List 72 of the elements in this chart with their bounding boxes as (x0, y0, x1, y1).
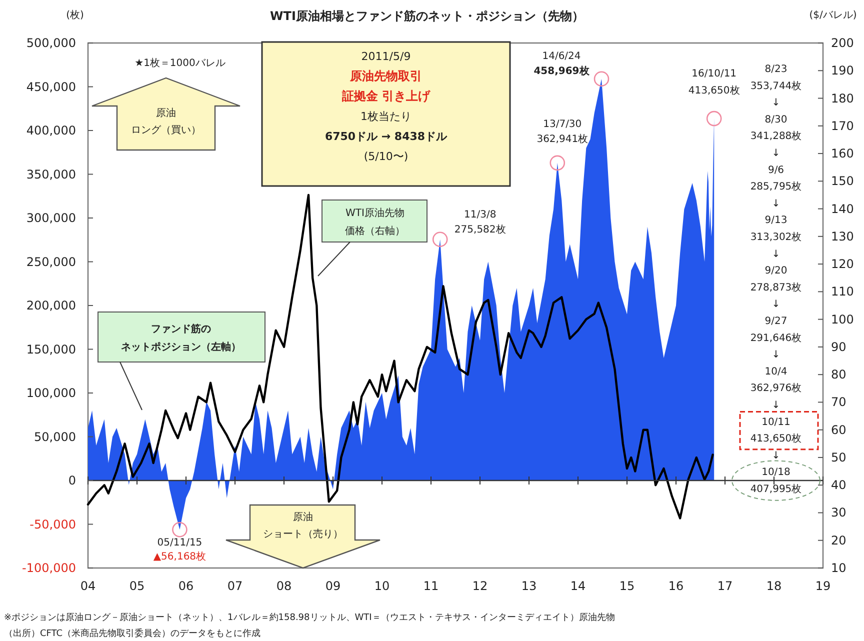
annotation: 証拠金 引き上げ (340, 89, 432, 103)
y2-tick-label: 20 (831, 533, 846, 548)
y2-tick-label: 150 (831, 174, 854, 188)
y-tick-label: 450,000 (26, 80, 76, 94)
y-tick-label: -50,000 (30, 517, 76, 532)
x-tick-label: 18 (766, 579, 782, 593)
line-series (86, 194, 714, 520)
y2-tick-label: 130 (831, 229, 854, 244)
annotation: 1枚当たり (360, 110, 412, 123)
y2-tick-label: 90 (831, 340, 846, 354)
x-tick-label: 09 (325, 579, 341, 593)
text: ※ポジションは原油ロング－原油ショート（ネット）、1バレル＝約158.98リットル、WTI＝（ウエスト・テキサス・インターミディエイト）原油先物 (4, 612, 615, 623)
y2-tick-label: 60 (831, 422, 846, 437)
y-tick-label: 100,000 (26, 386, 76, 400)
x-tick-label: 17 (717, 579, 733, 593)
x-tick-label: 06 (178, 579, 194, 593)
x-tick-label: 14 (570, 579, 586, 593)
y2-axis-title: ($/バレル) (809, 10, 857, 21)
annotation: 14/6/24 458,969枚 (534, 50, 590, 77)
annotation: ファンド筋のネットポジション（左軸） (121, 323, 241, 353)
y-tick-label: -100,000 (22, 561, 76, 575)
y-tick-label: 150,000 (26, 342, 76, 356)
annotation: 原油ロング（買い） (131, 107, 201, 136)
y2-tick-label: 80 (831, 368, 846, 382)
y2-tick-label: 120 (831, 257, 854, 272)
y2-tick-label: 50 (831, 450, 846, 464)
chart-title: WTI原油相場とファンド筋のネット・ポジション（先物） (270, 9, 584, 23)
annotation: 原油ショート（売り） (263, 511, 343, 540)
annotation: 2011/5/9 (361, 50, 411, 63)
x-tick-label: 15 (619, 579, 635, 593)
y-tick-label: 250,000 (26, 254, 76, 269)
y-tick-label: 500,000 (26, 36, 76, 50)
y2-tick-label: 160 (831, 146, 854, 161)
x-tick-label: 19 (815, 579, 831, 593)
y2-tick-label: 40 (831, 478, 846, 492)
y2-tick-label: 190 (831, 64, 854, 78)
y-axis-title: (枚) (66, 9, 84, 21)
x-tick-label: 11 (423, 579, 439, 593)
annotation: ★1枚＝1000バレル (134, 57, 226, 69)
y2-tick-label: 30 (831, 506, 846, 520)
y-tick-label: 200,000 (26, 298, 76, 312)
annotation: (5/10〜) (364, 150, 408, 163)
x-tick-label: 07 (227, 579, 243, 593)
y2-tick-label: 100 (831, 312, 854, 326)
annotation: 05/11/15 ▲56,168枚 (153, 538, 206, 563)
y2-tick-label: 200 (831, 36, 854, 50)
annotation: 原油先物取引 (349, 69, 422, 83)
x-tick-label: 08 (276, 579, 292, 593)
y2-tick-label: 70 (831, 395, 846, 410)
annotation: WTI原油先物価格（右軸） (345, 207, 405, 237)
x-tick-label: 16 (668, 579, 684, 593)
y2-tick-label: 170 (831, 118, 854, 133)
y-tick-label: 50,000 (34, 430, 76, 444)
annotation: 13/7/30 362,941枚 (536, 118, 588, 145)
y2-tick-label: 110 (831, 284, 854, 299)
text: 8/23 353,744枚 ↓ 8/30 341,288枚 ↓ 9/6 285,795枚 ↓ 9/13 313,302枚 ↓ 9/20 278,873枚 ↓ 9/27 291,646枚 ↓ 10/4 362,976枚 ↓ 10/11 413,650枚 ↓ 10/18 407,995枚 (750, 64, 802, 495)
x-tick-label: 04 (80, 579, 96, 593)
y-tick-label: 300,000 (26, 211, 76, 225)
annotation: 6750ドル → 8438ドル (324, 130, 448, 143)
y2-tick-label: 140 (831, 202, 854, 216)
y-tick-label: 400,000 (26, 124, 76, 138)
y2-tick-label: 180 (831, 91, 854, 106)
y-tick-label: 0 (68, 474, 76, 488)
text: （出所）CFTC（米商品先物取引委員会）のデータをもとに作成 (4, 628, 261, 639)
y2-tick-label: 10 (831, 561, 846, 575)
x-tick-label: 10 (374, 579, 390, 593)
x-tick-label: 13 (521, 579, 537, 593)
annotation: 16/10/11 413,650枚 (688, 68, 740, 97)
annotation: 11/3/8 275,582枚 (454, 209, 506, 236)
y-tick-label: 350,000 (26, 167, 76, 182)
x-tick-label: 12 (472, 579, 488, 593)
x-tick-label: 05 (129, 579, 145, 593)
